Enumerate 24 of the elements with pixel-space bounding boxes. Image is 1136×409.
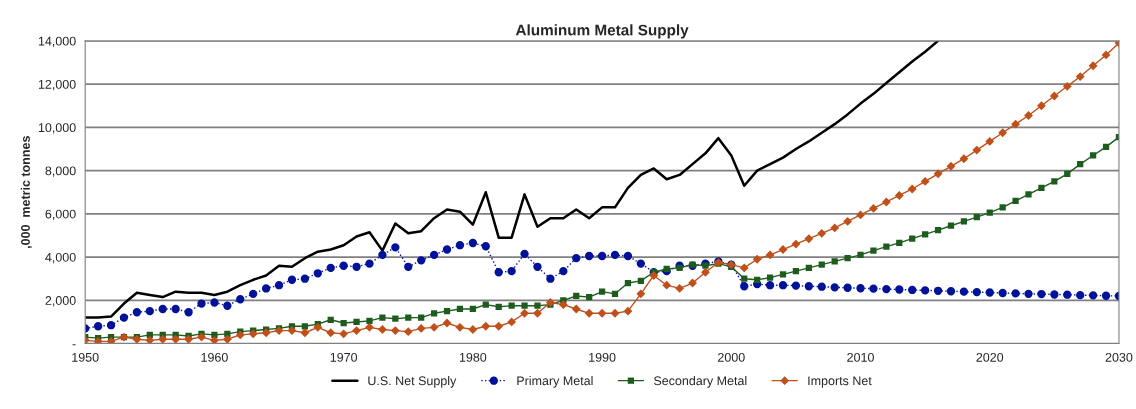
chart-title: Aluminum Metal Supply: [515, 24, 689, 39]
x-tick-label: 1950: [72, 352, 99, 362]
y-tick-label: -: [72, 344, 76, 346]
legend-label: U.S. Net Supply: [368, 376, 457, 388]
x-tick-label: 2000: [718, 352, 745, 362]
line-series: [85, 40, 940, 319]
legend-label: Imports Net: [808, 376, 872, 388]
legend-label: Secondary Metal: [653, 376, 747, 388]
x-tick-label: 1980: [459, 352, 487, 362]
y-axis-title: ,000 metric tonnes: [20, 136, 32, 248]
x-tick-label: 1970: [330, 352, 358, 362]
x-tick-label: 2030: [1105, 352, 1133, 362]
y-tick-label: 2,000: [45, 296, 76, 307]
y-tick-label: 14,000: [38, 36, 76, 48]
x-tick-label: 2010: [847, 352, 874, 362]
y-tick-label: 8,000: [45, 166, 76, 177]
x-tick-label: 2020: [976, 352, 1004, 362]
y-tick-label: 12,000: [38, 79, 76, 91]
x-tick-label: 1990: [589, 352, 616, 362]
y-tick-label: 6,000: [45, 209, 76, 220]
y-tick-label: 4,000: [45, 252, 76, 264]
legend-label: Primary Metal: [517, 376, 593, 388]
y-tick-label: 10,000: [38, 123, 76, 134]
x-tick-label: 1960: [201, 352, 228, 362]
